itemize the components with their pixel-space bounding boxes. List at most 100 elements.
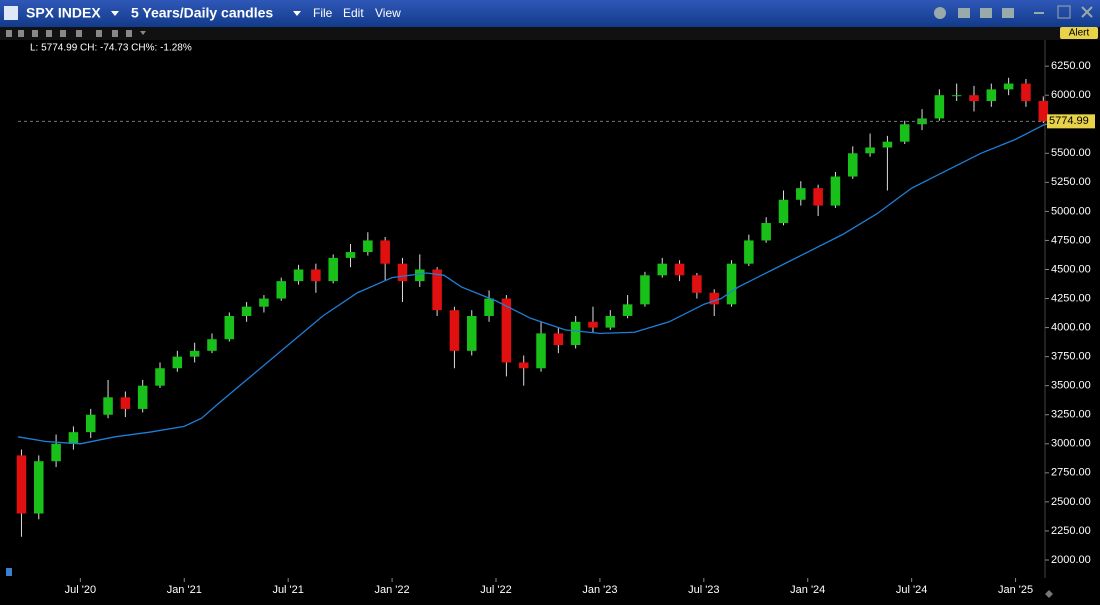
x-tick-label: Jan '23 xyxy=(582,584,617,596)
y-tick-label: 5250.00 xyxy=(1051,176,1091,188)
candle-body xyxy=(796,188,806,200)
y-tick-label: 5500.00 xyxy=(1051,147,1091,159)
candle-body xyxy=(224,315,235,340)
candle-body xyxy=(778,199,789,224)
candle-body xyxy=(657,263,668,276)
app-icon xyxy=(4,6,18,20)
candle-body xyxy=(155,368,165,386)
menu-edit[interactable]: Edit xyxy=(343,6,364,20)
menu-file[interactable]: File xyxy=(313,6,333,20)
candle-body xyxy=(241,306,252,316)
candle-body xyxy=(622,304,633,316)
candle-body xyxy=(709,292,719,305)
candle-body xyxy=(259,298,269,307)
candle-body xyxy=(761,223,771,241)
candle-body xyxy=(969,95,979,102)
candle-body xyxy=(726,263,737,305)
dropdown-arrow[interactable] xyxy=(111,11,119,16)
y-tick-label: 4000.00 xyxy=(1051,321,1091,333)
candle-body xyxy=(363,240,373,253)
candle-body xyxy=(34,461,44,514)
candle-body xyxy=(951,95,962,97)
y-tick-label: 2250.00 xyxy=(1051,525,1091,537)
candle-body xyxy=(207,339,217,351)
candle-body xyxy=(640,275,650,305)
candle-body xyxy=(605,315,616,328)
toolbar-icons[interactable] xyxy=(6,30,146,37)
candle-body xyxy=(397,263,408,282)
candle-body xyxy=(813,188,823,206)
legend-text: L: 5774.99 CH: -74.73 CH%: -1.28% xyxy=(30,43,192,54)
y-tick-label: 3000.00 xyxy=(1051,438,1091,450)
x-tick-label: Jan '24 xyxy=(790,584,825,596)
ticker[interactable]: SPX INDEX xyxy=(26,5,101,21)
y-tick-label: 3500.00 xyxy=(1051,380,1091,392)
x-tick-label: Jul '20 xyxy=(65,584,96,596)
candle-body xyxy=(68,432,79,444)
candle-body xyxy=(51,443,61,462)
candle-body xyxy=(484,298,494,316)
y-tick-label: 2750.00 xyxy=(1051,467,1091,479)
candle-body xyxy=(85,414,96,433)
x-tick-label: Jul '24 xyxy=(896,584,927,596)
candle-body xyxy=(172,356,183,369)
candle-body xyxy=(137,385,148,409)
candle-body xyxy=(16,455,27,514)
y-tick-label: 6000.00 xyxy=(1051,89,1091,101)
y-tick-label: 2000.00 xyxy=(1051,554,1091,566)
candle-body xyxy=(830,176,841,206)
scroll-marker[interactable] xyxy=(6,568,12,576)
candle-body xyxy=(847,153,858,177)
y-tick-label: 4500.00 xyxy=(1051,263,1091,275)
candle-body xyxy=(415,269,425,282)
candle-body xyxy=(276,281,287,299)
period[interactable]: 5 Years/Daily candles xyxy=(131,5,273,21)
x-tick-label: Jul '23 xyxy=(688,584,719,596)
candle-body xyxy=(744,240,754,264)
candle-body xyxy=(899,124,910,142)
candle-body xyxy=(553,333,564,346)
candle-body xyxy=(432,269,442,311)
x-tick-label: Jan '22 xyxy=(375,584,410,596)
y-tick-label: 3250.00 xyxy=(1051,409,1091,421)
dropdown-arrow[interactable] xyxy=(293,11,301,16)
candle-body xyxy=(1038,101,1049,122)
candle-body xyxy=(501,298,512,363)
moving-average xyxy=(17,123,1046,445)
candle-body xyxy=(1003,83,1014,90)
last-price-box xyxy=(1047,114,1095,129)
corner-icon xyxy=(1045,590,1053,598)
candle-body xyxy=(986,89,997,102)
y-tick-label: 6250.00 xyxy=(1051,60,1091,72)
alert-label[interactable]: Alert xyxy=(1069,28,1090,39)
candle-body xyxy=(380,240,390,264)
candle-body xyxy=(917,118,927,125)
candle-body xyxy=(570,321,581,346)
x-tick-label: Jul '22 xyxy=(480,584,511,596)
candle-body xyxy=(189,350,200,357)
title-bar xyxy=(0,0,1100,27)
candle-body xyxy=(311,269,321,282)
menu-view[interactable]: View xyxy=(375,6,401,20)
alert-button[interactable] xyxy=(1060,27,1098,39)
candle-body xyxy=(1021,83,1031,102)
y-tick-label: 4250.00 xyxy=(1051,292,1091,304)
y-tick-label: 4750.00 xyxy=(1051,234,1091,246)
y-tick-label: 5000.00 xyxy=(1051,205,1091,217)
candle-body xyxy=(345,252,356,258)
candle-body xyxy=(328,257,338,282)
y-tick-label: 2500.00 xyxy=(1051,496,1091,508)
candle-body xyxy=(518,362,529,369)
candle-body xyxy=(103,397,113,415)
candle-body xyxy=(674,263,685,276)
x-tick-label: Jan '25 xyxy=(998,584,1033,596)
window-tools[interactable] xyxy=(934,5,1093,19)
candle-body xyxy=(449,310,460,351)
candle-body xyxy=(865,147,875,154)
candle-body xyxy=(536,333,546,369)
x-tick-label: Jan '21 xyxy=(167,584,202,596)
toolbar xyxy=(0,27,1100,40)
x-tick-label: Jul '21 xyxy=(272,584,303,596)
candle-body xyxy=(882,141,893,148)
